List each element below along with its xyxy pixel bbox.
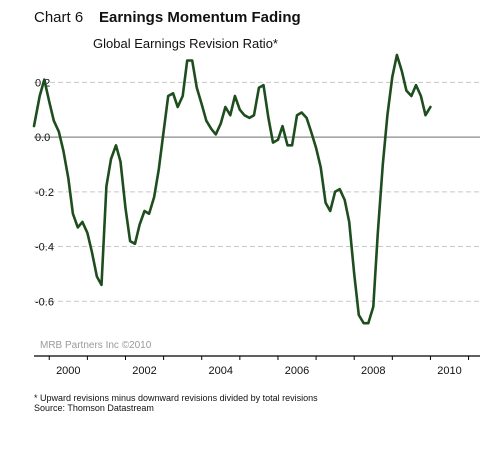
x-tick-label: 2000 — [56, 365, 80, 377]
x-tick-label: 2004 — [209, 365, 233, 377]
series-group — [32, 53, 432, 325]
y-gridlines — [34, 81, 480, 302]
y-tick-label: -0.2 — [35, 187, 54, 199]
x-tick-label: 2010 — [437, 365, 461, 377]
source-note: Source: Thomson Datastream — [34, 403, 154, 413]
y-tick-label: -0.6 — [35, 296, 54, 308]
x-tick-label: 2002 — [132, 365, 156, 377]
chart-number-label: Chart 6 — [34, 9, 83, 26]
y-tick-label: 0.0 — [35, 132, 50, 144]
footnote: * Upward revisions minus downward revisi… — [34, 393, 318, 403]
watermark: MRB Partners Inc ©2010 — [40, 340, 152, 351]
series-line — [32, 53, 432, 325]
x-tick-label: 2008 — [361, 365, 385, 377]
chart-title: Earnings Momentum Fading — [99, 9, 301, 26]
chart-subtitle: Global Earnings Revision Ratio* — [93, 36, 278, 51]
y-tick-label: -0.4 — [35, 242, 54, 254]
x-tick-label: 2006 — [285, 365, 309, 377]
x-axis: 2000 2002 2004 2006 2008 2010 — [34, 355, 480, 377]
